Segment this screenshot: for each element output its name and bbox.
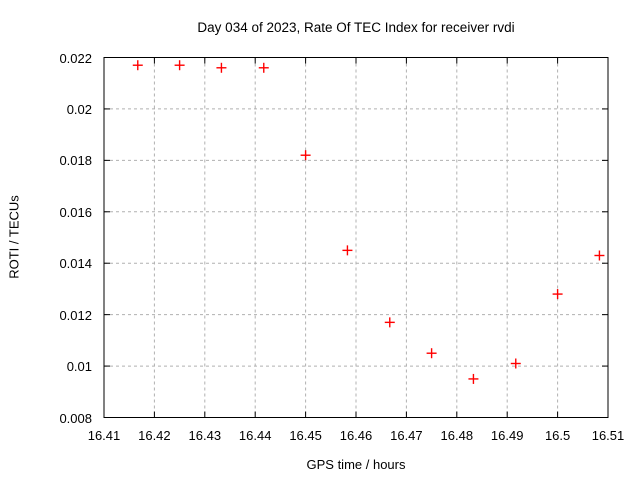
data-point bbox=[258, 62, 269, 73]
y-tick-label: 0.012 bbox=[59, 307, 92, 323]
data-point bbox=[594, 250, 605, 261]
x-tick-label: 16.46 bbox=[339, 428, 373, 443]
x-tick-label: 16.43 bbox=[188, 428, 222, 443]
x-tick-label: 16.49 bbox=[490, 428, 524, 443]
x-tick-label: 16.42 bbox=[138, 428, 171, 443]
x-tick-label: 16.45 bbox=[289, 428, 322, 443]
y-tick-label: 0.016 bbox=[59, 204, 92, 220]
chart-title: Day 034 of 2023, Rate Of TEC Index for r… bbox=[197, 20, 515, 35]
x-tick-label: 16.47 bbox=[390, 428, 423, 443]
y-tick-label: 0.008 bbox=[59, 410, 92, 426]
data-point bbox=[132, 60, 143, 71]
data-point bbox=[468, 373, 479, 384]
data-point bbox=[216, 62, 227, 73]
data-point bbox=[552, 289, 563, 300]
x-axis-label: GPS time / hours bbox=[306, 457, 406, 472]
y-tick-label: 0.018 bbox=[59, 153, 92, 169]
data-point bbox=[300, 150, 311, 161]
y-tick-label: 0.02 bbox=[66, 101, 92, 117]
x-tick-label: 16.41 bbox=[87, 428, 121, 443]
data-point bbox=[510, 358, 521, 369]
y-tick-label: 0.01 bbox=[66, 359, 92, 375]
data-point bbox=[342, 245, 353, 256]
data-point bbox=[174, 60, 185, 71]
data-point bbox=[426, 348, 437, 359]
x-tick-label: 16.48 bbox=[440, 428, 474, 443]
x-tick-label: 16.44 bbox=[238, 428, 272, 443]
y-tick-label: 0.014 bbox=[59, 256, 92, 272]
data-point bbox=[384, 317, 395, 328]
x-tick-label: 16.5 bbox=[544, 428, 571, 443]
x-tick-label: 16.51 bbox=[591, 428, 625, 443]
y-tick-label: 0.022 bbox=[59, 50, 92, 66]
